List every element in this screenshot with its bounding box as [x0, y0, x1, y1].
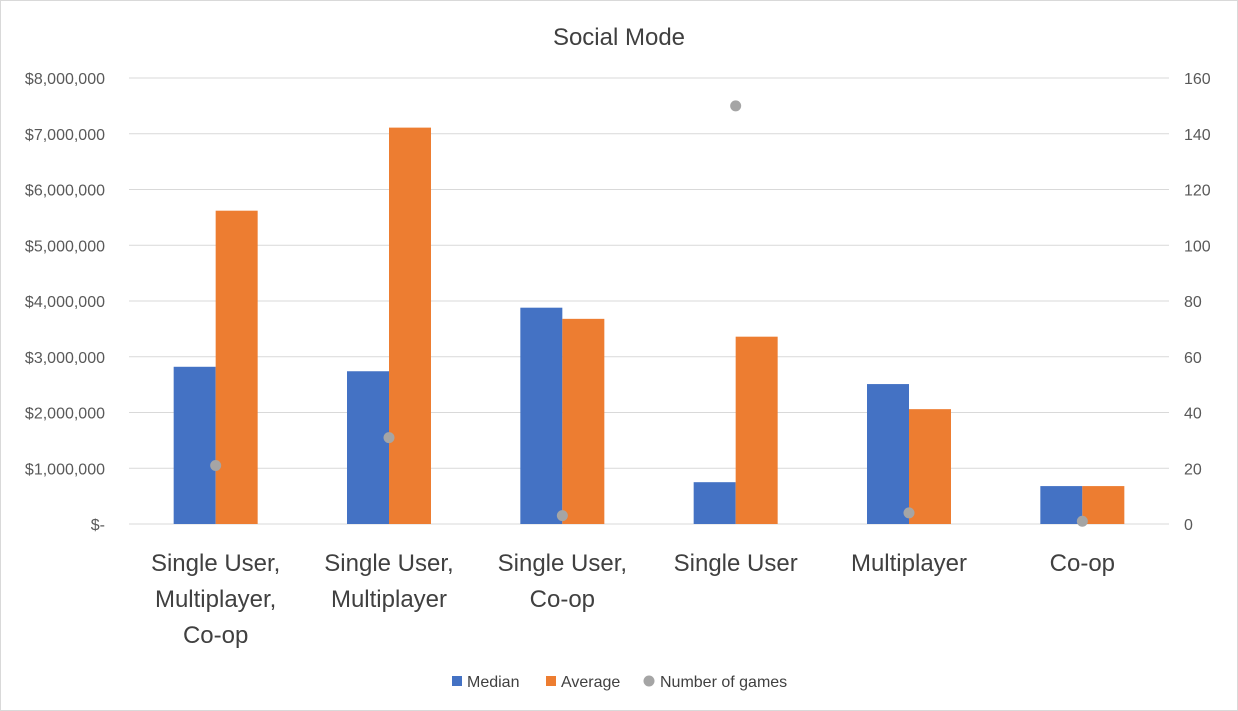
left-tick-label: $7,000,000 [25, 127, 105, 144]
bar-median [347, 371, 389, 524]
point-number-of-games [730, 100, 742, 112]
point-number-of-games [556, 510, 568, 522]
category-label: Multiplayer [851, 550, 967, 577]
point-number-of-games [210, 459, 222, 471]
bar-average [562, 318, 605, 524]
left-tick-label: $1,000,000 [25, 461, 105, 478]
right-tick-label: 100 [1184, 238, 1211, 255]
right-tick-label: 140 [1184, 127, 1211, 144]
right-tick-label: 0 [1184, 517, 1193, 534]
bar-average [735, 336, 778, 524]
point-number-of-games [383, 432, 395, 444]
bar-median [867, 384, 909, 524]
point-number-of-games [903, 507, 915, 519]
right-tick-label: 80 [1184, 294, 1202, 311]
bar-median [173, 366, 216, 524]
bar-median [1040, 486, 1083, 524]
scatter-points [210, 100, 1088, 527]
category-labels: Single User, Multiplayer, Co-op Single User… [151, 550, 1115, 649]
category-label: Co-op [1050, 550, 1115, 577]
category-label: Multiplayer, [155, 586, 276, 613]
left-tick-label: $8,000,000 [25, 71, 105, 88]
bar-average [909, 409, 951, 524]
bar-average [215, 210, 258, 524]
right-tick-label: 20 [1184, 461, 1202, 478]
category-label: Single User, [324, 550, 453, 577]
right-tick-label: 120 [1184, 183, 1211, 200]
left-tick-label: $5,000,000 [25, 238, 105, 255]
chart-title: Social Mode [553, 24, 685, 51]
bar-average [1082, 486, 1125, 524]
left-tick-label: $2,000,000 [25, 406, 105, 423]
bar-median [520, 307, 563, 524]
left-tick-label: $4,000,000 [25, 294, 105, 311]
left-tick-label: $3,000,000 [25, 350, 105, 367]
legend-swatch [643, 675, 655, 687]
bar-median [693, 482, 736, 524]
legend-label: Number of games [660, 674, 787, 691]
bars [173, 127, 1125, 525]
category-label: Single User [674, 550, 798, 577]
category-label: Single User, [498, 550, 627, 577]
legend-swatch [546, 676, 556, 686]
bar-average [389, 127, 431, 525]
left-tick-label: $6,000,000 [25, 183, 105, 200]
legend: Median Average Number of games [452, 674, 787, 691]
category-label: Co-op [183, 622, 248, 649]
left-axis: $- $1,000,000 $2,000,000 $3,000,000 $4,000,0… [25, 71, 105, 534]
category-label: Co-op [530, 586, 595, 613]
right-tick-label: 40 [1184, 406, 1202, 423]
legend-label: Average [561, 674, 620, 691]
category-label: Multiplayer [331, 586, 447, 613]
right-axis: 0 20 40 60 80 100 120 140 160 [1184, 71, 1211, 534]
gridlines [129, 77, 1169, 525]
point-number-of-games [1076, 515, 1088, 527]
right-tick-label: 60 [1184, 350, 1202, 367]
legend-swatch [452, 676, 462, 686]
legend-label: Median [467, 674, 519, 691]
right-tick-label: 160 [1184, 71, 1211, 88]
category-label: Single User, [151, 550, 280, 577]
left-tick-label: $- [91, 517, 105, 534]
